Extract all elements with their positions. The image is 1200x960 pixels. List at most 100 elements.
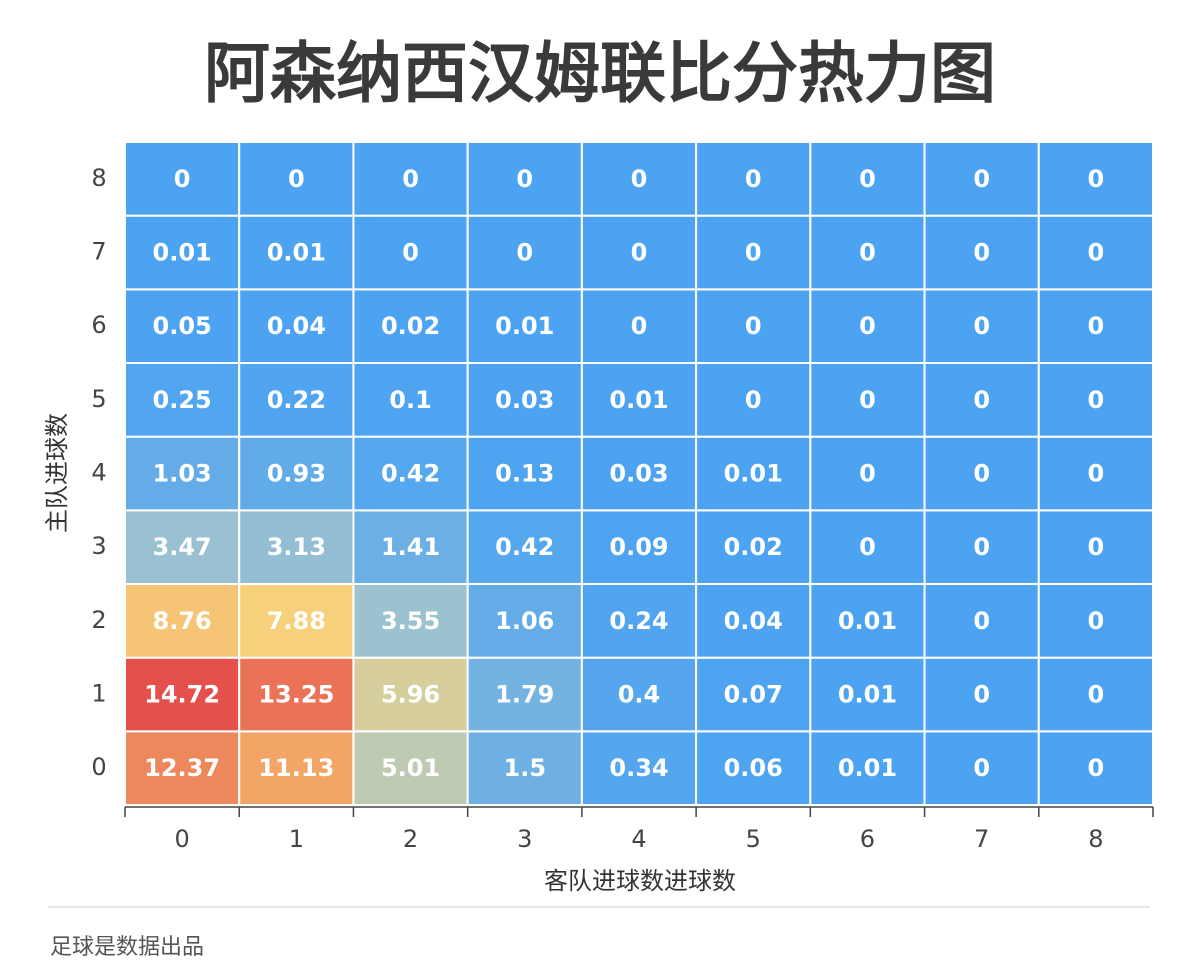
heatmap-cell bbox=[466, 435, 583, 512]
cell-label: 0.03 bbox=[609, 460, 668, 488]
heatmap-cell bbox=[580, 214, 698, 291]
cell-label: 0 bbox=[745, 165, 762, 193]
cell-label: 0 bbox=[402, 239, 419, 267]
x-tick-label: 5 bbox=[746, 825, 761, 853]
cell-label: 0.02 bbox=[724, 533, 783, 561]
cell-label: 13.25 bbox=[258, 681, 334, 709]
source: 足球是数据出品 bbox=[50, 935, 204, 960]
heatmap-cell bbox=[124, 288, 241, 365]
heatmap-cell bbox=[238, 656, 355, 733]
heatmap-cell bbox=[695, 656, 812, 733]
cell-label: 0 bbox=[859, 460, 876, 488]
cell-label: 0 bbox=[973, 533, 990, 561]
cell-label: 12.37 bbox=[144, 754, 220, 782]
cell-label: 0 bbox=[745, 239, 762, 267]
heatmap-cell bbox=[466, 656, 583, 733]
heatmap-cell bbox=[124, 656, 241, 733]
cell-label: 0 bbox=[859, 165, 876, 193]
heatmap-cell bbox=[352, 362, 469, 438]
heatmap-cell bbox=[1037, 730, 1155, 806]
cell-label: 0 bbox=[631, 165, 648, 193]
cell-label: 0.93 bbox=[267, 460, 326, 488]
chart-title: 阿森纳西汉姆联比分热力图 bbox=[204, 35, 996, 112]
y-tick-label: 7 bbox=[91, 238, 106, 266]
heatmap-cell bbox=[809, 656, 926, 733]
cell-label: 0 bbox=[1088, 386, 1105, 414]
x-tick-label: 7 bbox=[974, 825, 989, 853]
heatmap-cell bbox=[238, 362, 355, 438]
heatmap-cell bbox=[1037, 656, 1155, 733]
cell-label: 0 bbox=[1088, 165, 1105, 193]
cell-label: 5.96 bbox=[381, 681, 440, 709]
cell-label: 0 bbox=[516, 165, 533, 193]
y-tick-label: 8 bbox=[91, 164, 106, 192]
cell-label: 0 bbox=[973, 386, 990, 414]
cell-label: 8.76 bbox=[153, 607, 212, 635]
x-axis-title: 客队进球数进球数 bbox=[544, 867, 736, 895]
heatmap-cell bbox=[238, 288, 355, 365]
heatmap-cell bbox=[466, 509, 583, 586]
cell-label: 0.04 bbox=[267, 312, 326, 340]
heatmap-cell bbox=[923, 141, 1040, 217]
cell-label: 0 bbox=[859, 533, 876, 561]
y-tick-label: 4 bbox=[91, 459, 106, 487]
heatmap-cell bbox=[124, 141, 241, 217]
heatmap-cell bbox=[695, 730, 812, 806]
cell-label: 0 bbox=[516, 239, 533, 267]
cell-label: 0 bbox=[1088, 312, 1105, 340]
heatmap-cell bbox=[466, 362, 583, 438]
cell-label: 3.47 bbox=[153, 533, 212, 561]
cell-label: 0.02 bbox=[381, 312, 440, 340]
cell-label: 0.34 bbox=[609, 754, 668, 782]
y-tick-label: 1 bbox=[91, 680, 106, 708]
x-tick-label: 2 bbox=[403, 825, 418, 853]
heatmap-cell bbox=[352, 583, 469, 659]
cell-label: 0 bbox=[631, 239, 648, 267]
cell-label: 0.01 bbox=[153, 239, 212, 267]
cell-label: 0 bbox=[745, 312, 762, 340]
cell-label: 0.01 bbox=[838, 607, 897, 635]
cell-label: 0 bbox=[288, 165, 305, 193]
heatmap-cell bbox=[809, 214, 926, 291]
heatmap-cell bbox=[466, 141, 583, 217]
y-tick-label: 0 bbox=[91, 753, 106, 781]
heatmap-cell bbox=[580, 656, 698, 733]
heatmap-cell bbox=[580, 583, 698, 659]
cell-label: 0 bbox=[1088, 754, 1105, 782]
cell-label: 1.5 bbox=[504, 754, 547, 782]
y-axis-title: 主队进球数 bbox=[43, 413, 71, 533]
cell-label: 1.03 bbox=[153, 460, 212, 488]
heatmap-cell bbox=[352, 141, 469, 217]
cell-label: 0 bbox=[402, 165, 419, 193]
heatmap-cell bbox=[238, 141, 355, 217]
cell-label: 0.05 bbox=[153, 312, 212, 340]
heatmap-cell bbox=[695, 141, 812, 217]
cell-label: 0.42 bbox=[495, 533, 554, 561]
heatmap-cell bbox=[238, 583, 355, 659]
cell-label: 3.13 bbox=[267, 533, 326, 561]
y-tick-label: 5 bbox=[91, 385, 106, 413]
heatmap-cell bbox=[124, 509, 241, 586]
cell-label: 0.42 bbox=[381, 460, 440, 488]
cell-label: 0 bbox=[174, 165, 191, 193]
cell-label: 11.13 bbox=[258, 754, 334, 782]
cell-label: 5.01 bbox=[381, 754, 440, 782]
heatmap-cell bbox=[695, 362, 812, 438]
cell-label: 0 bbox=[973, 607, 990, 635]
cell-label: 0.24 bbox=[609, 607, 668, 635]
heatmap-cell bbox=[1037, 362, 1155, 438]
x-tick-label: 4 bbox=[631, 825, 646, 853]
y-tick-label: 2 bbox=[91, 606, 106, 634]
cell-label: 1.79 bbox=[495, 681, 554, 709]
cell-label: 0 bbox=[973, 681, 990, 709]
cell-label: 7.88 bbox=[267, 607, 326, 635]
cell-label: 0.01 bbox=[724, 460, 783, 488]
cell-label: 0.04 bbox=[724, 607, 783, 635]
cell-label: 0.4 bbox=[618, 681, 661, 709]
cell-label: 0.25 bbox=[153, 386, 212, 414]
heatmap-cell bbox=[352, 509, 469, 586]
cell-label: 0 bbox=[1088, 607, 1105, 635]
x-tick-label: 6 bbox=[860, 825, 875, 853]
cell-label: 0 bbox=[859, 312, 876, 340]
